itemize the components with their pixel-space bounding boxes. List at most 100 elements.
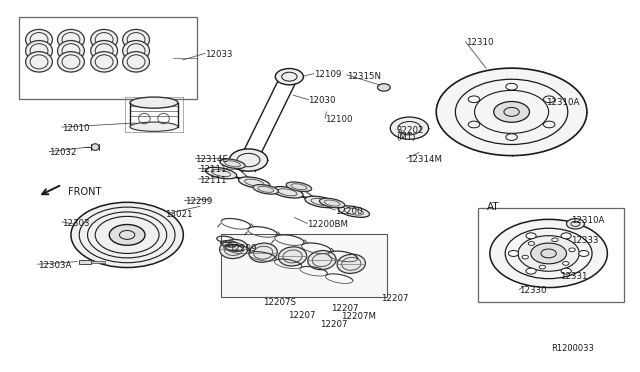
Ellipse shape	[253, 185, 278, 194]
Ellipse shape	[319, 198, 345, 208]
Text: 12200BM: 12200BM	[307, 220, 348, 229]
Bar	[79, 260, 92, 264]
Text: 12111: 12111	[198, 176, 226, 185]
Circle shape	[543, 121, 555, 128]
Ellipse shape	[286, 182, 312, 192]
Text: 12299: 12299	[184, 197, 212, 206]
Ellipse shape	[130, 122, 178, 131]
Text: 12207S: 12207S	[262, 298, 296, 307]
Text: 12010: 12010	[62, 124, 90, 133]
Text: 12310: 12310	[466, 38, 493, 48]
Text: FRONT: FRONT	[68, 187, 102, 197]
Text: 12207: 12207	[320, 320, 348, 329]
Circle shape	[504, 108, 519, 116]
Circle shape	[506, 83, 517, 90]
Ellipse shape	[91, 41, 118, 61]
Ellipse shape	[239, 177, 270, 188]
Circle shape	[518, 235, 579, 271]
Ellipse shape	[220, 159, 245, 169]
Text: 12314E: 12314E	[195, 155, 228, 164]
Ellipse shape	[91, 29, 118, 50]
Ellipse shape	[308, 251, 336, 270]
Circle shape	[566, 219, 584, 229]
Ellipse shape	[123, 29, 150, 50]
Text: AT: AT	[487, 202, 500, 212]
Circle shape	[490, 219, 607, 288]
Ellipse shape	[249, 243, 277, 262]
Ellipse shape	[272, 186, 303, 198]
Text: 12333: 12333	[571, 236, 598, 246]
Ellipse shape	[91, 52, 118, 72]
Circle shape	[543, 96, 555, 103]
Circle shape	[522, 255, 529, 259]
Text: 12331: 12331	[560, 272, 588, 281]
Circle shape	[275, 68, 303, 85]
Text: 12033: 12033	[205, 50, 232, 59]
Ellipse shape	[220, 240, 248, 259]
Circle shape	[561, 268, 572, 274]
Text: 12030: 12030	[308, 96, 336, 105]
Text: 12207M: 12207M	[341, 312, 376, 321]
Circle shape	[390, 117, 429, 139]
Circle shape	[468, 121, 480, 128]
Text: 12310A: 12310A	[571, 216, 604, 225]
Bar	[19, 17, 197, 99]
Ellipse shape	[337, 254, 365, 273]
Circle shape	[531, 243, 566, 264]
Text: 12111: 12111	[198, 165, 226, 174]
Text: (MT): (MT)	[397, 133, 416, 142]
Circle shape	[468, 96, 480, 103]
Text: 12207: 12207	[332, 304, 359, 313]
Text: 12032: 12032	[49, 148, 77, 157]
Text: 12310A: 12310A	[546, 99, 579, 108]
Bar	[221, 234, 387, 297]
Circle shape	[539, 265, 545, 269]
Text: 12100: 12100	[325, 115, 353, 124]
Ellipse shape	[123, 41, 150, 61]
Circle shape	[436, 68, 587, 155]
Circle shape	[506, 134, 517, 140]
Circle shape	[508, 250, 518, 256]
Text: 12200: 12200	[335, 207, 363, 216]
Text: 12303: 12303	[62, 219, 90, 228]
Ellipse shape	[130, 97, 178, 108]
Ellipse shape	[338, 206, 369, 217]
Circle shape	[541, 249, 556, 258]
Ellipse shape	[58, 41, 84, 61]
Circle shape	[526, 233, 536, 239]
Ellipse shape	[58, 29, 84, 50]
Circle shape	[526, 268, 536, 274]
Text: 12207: 12207	[288, 311, 316, 320]
Bar	[92, 261, 106, 263]
Ellipse shape	[123, 52, 150, 72]
Ellipse shape	[26, 41, 52, 61]
Text: 12303A: 12303A	[38, 261, 71, 270]
Text: 12330: 12330	[519, 286, 547, 295]
Text: 12109: 12109	[314, 70, 341, 79]
Ellipse shape	[278, 247, 307, 266]
Circle shape	[561, 233, 572, 239]
Text: 13021: 13021	[166, 211, 193, 219]
Text: 12315N: 12315N	[347, 72, 381, 81]
Ellipse shape	[205, 167, 237, 179]
Text: R1200033: R1200033	[551, 344, 594, 353]
Circle shape	[569, 248, 575, 252]
Circle shape	[563, 262, 569, 265]
Text: 32202: 32202	[397, 126, 424, 135]
Bar	[478, 208, 624, 302]
Text: 12207: 12207	[381, 294, 409, 303]
Circle shape	[552, 238, 558, 242]
Circle shape	[229, 149, 268, 171]
Text: 12314M: 12314M	[407, 155, 442, 164]
Ellipse shape	[305, 196, 337, 208]
Circle shape	[71, 202, 183, 267]
Circle shape	[378, 84, 390, 91]
Ellipse shape	[58, 52, 84, 72]
Ellipse shape	[26, 52, 52, 72]
Circle shape	[528, 242, 534, 246]
Circle shape	[109, 225, 145, 245]
Circle shape	[493, 102, 529, 122]
Text: 12209: 12209	[229, 244, 257, 253]
Circle shape	[579, 250, 589, 256]
Ellipse shape	[26, 29, 52, 50]
